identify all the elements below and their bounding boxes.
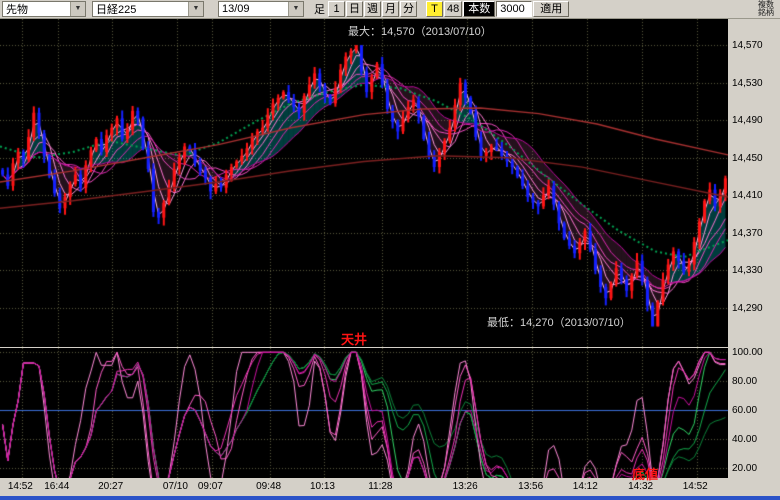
window-bottom-border [0, 496, 780, 500]
min-price-annotation: 最低：14,270（2013/07/10） [487, 317, 631, 329]
contract-month-select[interactable]: 13/09 ▼ [218, 1, 304, 17]
time-axis-label: 13:26 [452, 481, 478, 492]
time-axis-label: 11:28 [368, 481, 393, 492]
bars-count-field[interactable]: 3000 [496, 1, 533, 17]
price-axis-label: 14,370 [732, 227, 763, 239]
time-axis-label: 16:44 [44, 481, 70, 492]
timeframe-button-1[interactable]: 日 [346, 1, 363, 17]
time-axis-label: 14:12 [572, 481, 598, 492]
time-axis-label: 14:52 [682, 481, 708, 492]
dropdown-arrow-icon[interactable]: ▼ [188, 2, 203, 16]
time-axis: 14:52 16:44 20:27 07/10 09:07 09:48 10:13 11:28… [0, 478, 728, 496]
time-axis-label: 14:32 [628, 481, 654, 492]
price-axis-label: 14,410 [732, 190, 763, 202]
price-axis-label: 14,450 [732, 152, 763, 164]
price-axis-label: 14,530 [732, 77, 763, 89]
price-axis-label: 14,330 [732, 265, 763, 277]
oscillator-canvas[interactable] [0, 348, 728, 478]
time-axis-label: 13:56 [518, 481, 544, 492]
timeframe-button-3[interactable]: 月 [382, 1, 399, 17]
time-axis-label: 10:13 [309, 481, 335, 492]
dropdown-arrow-icon[interactable]: ▼ [70, 2, 85, 16]
oscillator-axis-label: 80.00 [732, 376, 758, 388]
price-axis-label: 14,290 [732, 302, 763, 314]
time-axis-label: 07/10 [162, 481, 188, 492]
ceiling-annotation: 天井 [341, 332, 368, 347]
oscillator-axis-label: 100.00 [732, 347, 763, 359]
bars-count-button[interactable]: 本数 [463, 1, 496, 17]
dropdown-arrow-icon[interactable]: ▼ [288, 2, 303, 16]
multi-symbol-button[interactable]: 複数銘柄 [758, 0, 774, 17]
oscillator-axis-label: 20.00 [732, 462, 758, 474]
contract-month-value: 13/09 [222, 3, 250, 15]
oscillator-axis-label: 60.00 [732, 405, 758, 417]
price-axis-label: 14,570 [732, 40, 763, 52]
timeframe-button-4[interactable]: 分 [400, 1, 417, 17]
price-axis: 14,570 14,530 14,490 14,450 14,410 14,370 14,3… [728, 19, 780, 496]
instrument-value: 先物 [6, 4, 28, 16]
symbol-select[interactable]: 日経225 ▼ [92, 1, 204, 17]
main-chart-canvas[interactable] [0, 19, 728, 347]
bar-type-label: 足 [314, 4, 325, 16]
timeframe-button-2[interactable]: 週 [364, 1, 381, 17]
instrument-select[interactable]: 先物 ▼ [2, 1, 86, 17]
time-axis-label: 14:52 [7, 481, 33, 492]
tick-mode-button[interactable]: T [426, 1, 443, 17]
bottom-price-annotation: 底値 [632, 467, 659, 482]
timeframe-button-0[interactable]: 1 [328, 1, 345, 17]
price-axis-label: 14,490 [732, 115, 763, 127]
interval-value-button[interactable]: 48 [444, 1, 463, 17]
oscillator-axis-label: 40.00 [732, 434, 758, 445]
symbol-value: 日経225 [96, 4, 137, 16]
time-axis-label: 20:27 [98, 481, 124, 492]
max-price-annotation: 最大：14,570（2013/07/10） [348, 26, 492, 38]
apply-button[interactable]: 適用 [533, 1, 570, 17]
time-axis-label: 09:48 [256, 481, 282, 492]
time-axis-label: 09:07 [197, 481, 223, 492]
